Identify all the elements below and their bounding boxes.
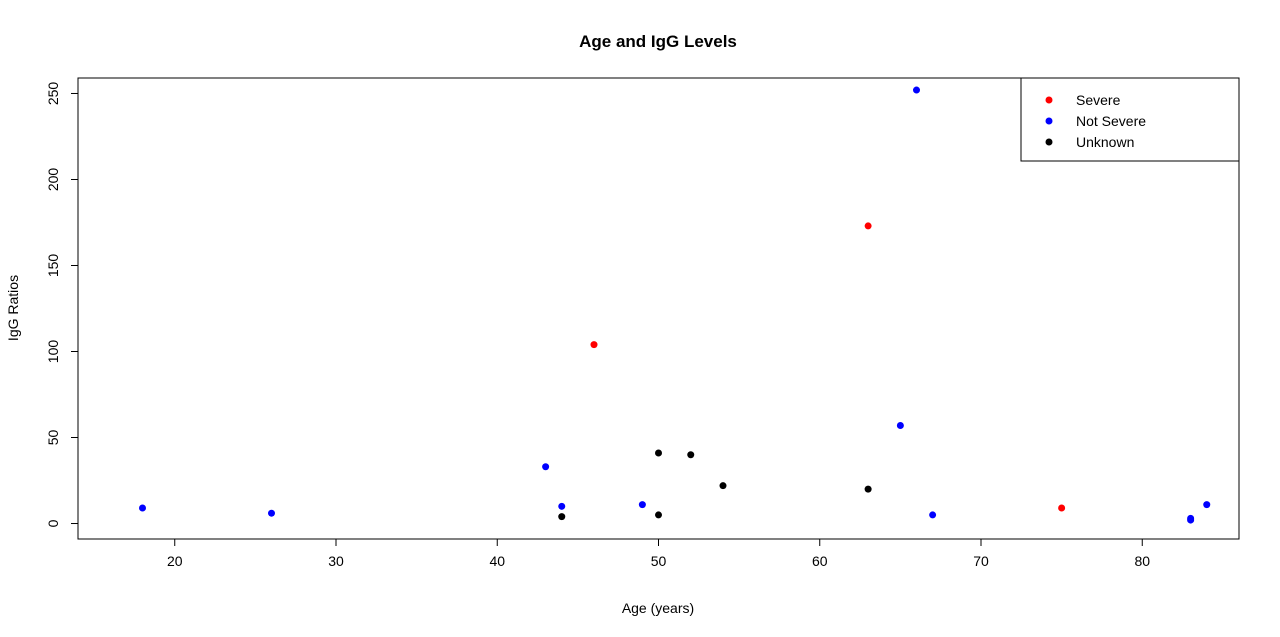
- x-axis-label: Age (years): [622, 600, 694, 616]
- legend-label: Not Severe: [1076, 113, 1146, 129]
- data-point: [558, 502, 566, 510]
- legend-marker: [1045, 96, 1053, 104]
- y-tick-label: 100: [45, 340, 61, 364]
- legend-box: [1020, 77, 1240, 162]
- y-tick-label: 0: [45, 519, 61, 527]
- data-point: [542, 463, 550, 471]
- x-tick-label: 60: [812, 553, 828, 569]
- y-axis: 0 50 100 150 200 250: [45, 82, 79, 527]
- x-axis: 20 30 40 50 60 70 80: [167, 538, 1150, 569]
- y-tick-label: 200: [45, 168, 61, 192]
- x-tick-label: 40: [489, 553, 505, 569]
- y-tick-label: 150: [45, 254, 61, 278]
- data-point: [1203, 501, 1211, 509]
- legend-marker: [1045, 138, 1053, 146]
- legend-label: Severe: [1076, 92, 1121, 108]
- data-point: [864, 485, 872, 493]
- data-point: [929, 511, 937, 519]
- x-tick-label: 30: [328, 553, 344, 569]
- data-point: [864, 222, 872, 230]
- data-point: [896, 421, 904, 429]
- data-point: [913, 86, 920, 94]
- data-point: [655, 449, 662, 457]
- data-point: [1187, 514, 1195, 522]
- data-points: [139, 86, 1211, 524]
- legend: Severe Not Severe Unknown: [1020, 77, 1240, 162]
- data-point: [558, 513, 566, 521]
- data-point: [687, 451, 695, 459]
- x-tick-label: 70: [973, 553, 989, 569]
- data-point: [1058, 504, 1066, 512]
- y-axis-label: IgG Ratios: [5, 275, 21, 341]
- data-point: [590, 341, 598, 349]
- data-point: [638, 501, 646, 509]
- x-tick-label: 80: [1134, 553, 1150, 569]
- data-point: [719, 482, 727, 490]
- y-tick-label: 50: [45, 430, 61, 446]
- chart-title: Age and IgG Levels: [579, 32, 737, 51]
- y-tick-label: 250: [45, 82, 61, 106]
- legend-marker: [1045, 117, 1053, 125]
- x-tick-label: 50: [651, 553, 667, 569]
- legend-label: Unknown: [1076, 134, 1134, 150]
- data-point: [139, 504, 146, 512]
- data-point: [655, 511, 662, 519]
- x-tick-label: 20: [167, 553, 183, 569]
- data-point: [268, 509, 275, 517]
